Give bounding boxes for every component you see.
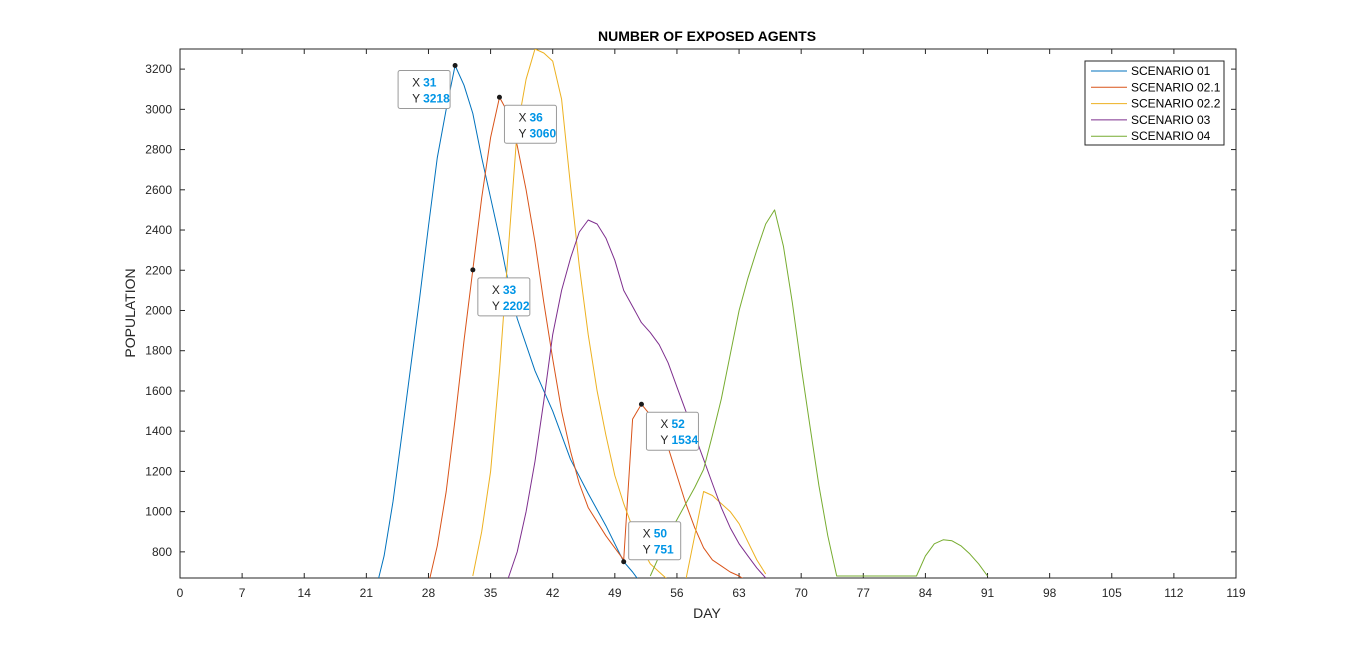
x-tick-label: 84 [919,586,933,600]
datatip-y-label: Y [492,299,500,313]
datatip-box [628,521,682,561]
x-tick-label: 91 [981,586,995,600]
datatip-box [397,69,451,109]
datatip[interactable]: X 36Y 3060 [496,94,557,144]
datatip-marker [638,401,644,407]
x-tick-label: 119 [1226,586,1245,600]
datatip[interactable]: X 31Y 3218 [397,62,458,109]
x-tick-label: 35 [484,586,498,600]
y-tick-label: 3000 [145,102,172,116]
x-tick-label: 21 [360,586,374,600]
datatip-y-value: 3060 [529,126,556,140]
datatip-marker [496,94,502,100]
datatip-x-label: X [643,527,651,541]
datatip-box [477,277,531,317]
x-tick-label: 70 [794,586,808,600]
y-tick-label: 3200 [145,62,172,76]
datatip-x-label: X [518,110,526,124]
datatip-marker [470,267,476,273]
datatip-x-value: 33 [503,283,517,297]
datatip-y-value: 3218 [423,91,450,105]
datatip-y-label: Y [643,543,651,557]
datatip-x-value: 31 [423,75,437,89]
y-tick-label: 1800 [145,344,172,358]
series-line-1[interactable] [375,65,641,593]
series-line-2[interactable] [429,96,748,584]
x-tick-label: 112 [1164,586,1183,600]
y-tick-label: 1600 [145,384,172,398]
y-tick-label: 800 [152,545,172,559]
x-tick-label: 56 [670,586,684,600]
y-tick-label: 1200 [145,464,172,478]
legend-entry-label: SCENARIO 03 [1131,113,1211,127]
x-tick-label: 98 [1043,586,1057,600]
y-tick-label: 2400 [145,223,172,237]
legend-entry-label: SCENARIO 01 [1131,64,1211,78]
chart-title: NUMBER OF EXPOSED AGENTS [598,28,816,44]
x-tick-label: 0 [177,586,184,600]
datatip-x-value: 52 [671,417,685,431]
legend-entry-label: SCENARIO 04 [1131,129,1211,143]
x-tick-label: 49 [608,586,622,600]
datatip-x-label: X [660,417,668,431]
series-line-4[interactable] [507,219,767,578]
datatip-y-label: Y [412,91,420,105]
y-tick-label: 1000 [145,505,172,519]
datatip-box [503,104,557,144]
y-tick-label: 2200 [145,263,172,277]
datatip-x-value: 50 [654,527,668,541]
x-tick-label: 7 [239,586,246,600]
x-tick-label: 14 [298,586,312,600]
y-axis: 800 1000 1200 1400 1600 1800 2000 2200 2400 2600 2… [145,62,1236,559]
datatip-y-label: Y [518,126,526,140]
x-tick-label: 28 [422,586,436,600]
datatip-x-label: X [492,283,500,297]
datatip-y-value: 2202 [503,299,530,313]
x-tick-label: 42 [546,586,560,600]
y-tick-label: 2600 [145,183,172,197]
y-tick-label: 2800 [145,143,172,157]
x-tick-label: 77 [857,586,871,600]
datatip-marker [621,559,627,565]
datatip[interactable]: X 52Y 1534 [638,401,699,451]
series-line-3[interactable] [472,49,767,584]
datatip-box [645,411,699,451]
legend[interactable]: SCENARIO 01 SCENARIO 02.1 SCENARIO 02.2 SCE… [1084,60,1225,146]
x-tick-label: 105 [1102,586,1122,600]
series-line-5[interactable] [649,209,988,577]
datatip-y-value: 751 [654,543,674,557]
legend-entry-label: SCENARIO 02.1 [1131,80,1221,94]
datatip-x-value: 36 [529,110,543,124]
plot-area [179,48,1237,579]
datatip-y-value: 1534 [671,433,698,447]
legend-box [1084,60,1225,146]
datatip-y-label: Y [660,433,668,447]
y-tick-label: 1400 [145,424,172,438]
legend-entry-label: SCENARIO 02.2 [1131,97,1221,111]
datatip-marker [452,62,458,68]
datatip[interactable]: X 50Y 751 [621,521,682,565]
x-axis-label: DAY [693,605,721,621]
datatip[interactable]: X 33Y 2202 [470,267,531,317]
y-axis-label: POPULATION [122,268,138,357]
y-tick-label: 2000 [145,303,172,317]
series-layer [375,49,988,593]
x-tick-label: 63 [732,586,746,600]
x-axis: 0 7 14 21 28 35 42 49 56 63 70 77 84 91 98 105 112 119 [177,49,1246,600]
datatip-x-label: X [412,75,420,89]
